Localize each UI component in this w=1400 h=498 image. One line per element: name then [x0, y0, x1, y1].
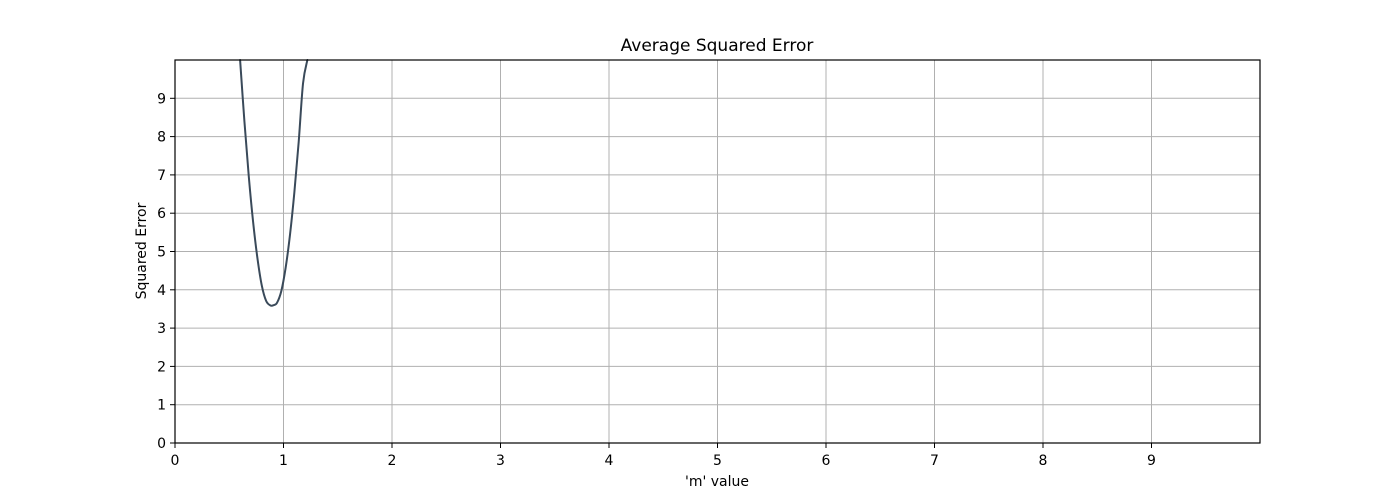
y-tick-label: 2 — [157, 359, 166, 375]
y-tick-label: 4 — [157, 283, 166, 299]
x-tick-label: 0 — [171, 453, 180, 469]
y-tick-label: 6 — [157, 206, 166, 222]
y-tick-label: 7 — [157, 168, 166, 184]
x-tick-label: 6 — [822, 453, 831, 469]
grid — [174, 60, 1260, 444]
x-axis-title: 'm' value — [685, 474, 749, 490]
x-tick-label: 8 — [1039, 453, 1048, 469]
x-tick-label: 9 — [1147, 453, 1156, 469]
y-tick-label: 9 — [157, 91, 166, 107]
x-tick-label: 7 — [930, 453, 939, 469]
x-tick-label: 2 — [388, 453, 397, 469]
y-tick-label: 1 — [157, 398, 166, 414]
y-axis-title: Squared Error — [134, 202, 150, 299]
error-curve-line — [239, 59, 309, 307]
x-tick-label: 3 — [496, 453, 505, 469]
chart-title: Average Squared Error — [621, 36, 814, 56]
y-tick-label: 0 — [157, 436, 166, 452]
x-tick-label: 4 — [605, 453, 614, 469]
series-layer — [239, 59, 309, 307]
y-tick-label: 8 — [157, 130, 166, 146]
x-tick-label: 5 — [713, 453, 722, 469]
ticks: 0 1 2 3 4 5 6 7 8 9 0 1 2 3 4 5 6 7 8 9 — [157, 91, 1156, 469]
x-tick-label: 1 — [279, 453, 288, 469]
y-tick-label: 3 — [157, 321, 166, 337]
y-tick-label: 5 — [157, 245, 166, 261]
